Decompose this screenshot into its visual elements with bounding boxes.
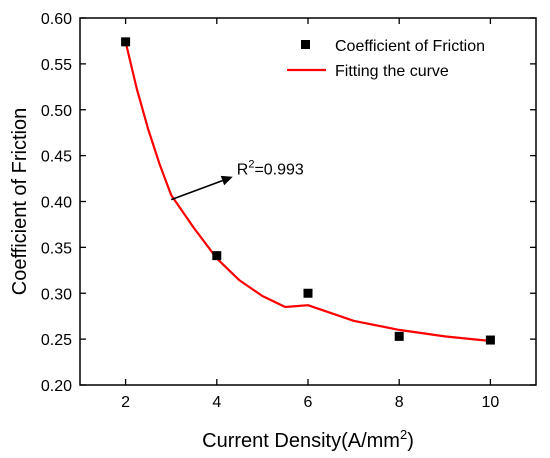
plot-frame xyxy=(79,17,537,386)
y-axis-title: Coefficient of Friction xyxy=(9,108,31,296)
x-tick-label: 10 xyxy=(482,394,500,411)
y-tick-label: 0.35 xyxy=(41,240,72,257)
data-point xyxy=(485,335,495,345)
y-tick-label: 0.50 xyxy=(41,103,72,120)
x-tick-label: 6 xyxy=(304,394,313,411)
legend: Coefficient of Friction Fitting the curv… xyxy=(287,38,485,80)
y-tick-label: 0.45 xyxy=(41,149,72,166)
annotation-arrow-head xyxy=(220,175,233,186)
y-tick-label: 0.20 xyxy=(41,378,72,395)
ticks-layer: 2 4 6 8 10 0.20 0.25 0.30 0.35 0.40 0.45 0.50 0.55 0.… xyxy=(41,11,536,411)
data-point xyxy=(394,331,404,341)
legend-marker-square xyxy=(301,40,310,49)
x-tick-label: 4 xyxy=(212,394,221,411)
axes-layer xyxy=(79,17,537,386)
legend-label-curve: Fitting the curve xyxy=(335,63,449,80)
data-point xyxy=(212,251,222,261)
x-axis-title-main: Current Density(A/mm xyxy=(202,430,400,452)
annotation-label-rest: =0.993 xyxy=(254,162,303,179)
annotation-label-sup: 2 xyxy=(248,159,254,171)
legend-label-scatter: Coefficient of Friction xyxy=(335,38,485,55)
x-axis-title: Current Density(A/mm2) xyxy=(202,427,414,452)
annotation-label: R2=0.993 xyxy=(237,159,304,179)
fit-curve-layer xyxy=(124,41,491,343)
r-squared-annotation: R2=0.993 xyxy=(170,159,304,201)
x-tick-label: 2 xyxy=(121,394,130,411)
data-point xyxy=(121,37,131,47)
x-axis-title-end: ) xyxy=(407,430,414,452)
y-tick-label: 0.40 xyxy=(41,195,72,212)
annotation-label-main: R xyxy=(237,162,249,179)
y-tick-label: 0.25 xyxy=(41,332,72,349)
annotation-arrow-line xyxy=(170,179,223,201)
y-tick-label: 0.30 xyxy=(41,286,72,303)
y-tick-label: 0.60 xyxy=(41,11,72,28)
data-point xyxy=(303,288,313,298)
x-axis-title-sup: 2 xyxy=(400,427,407,442)
y-tick-label: 0.55 xyxy=(41,57,72,74)
x-tick-label: 8 xyxy=(395,394,404,411)
scatter-points-layer xyxy=(121,37,495,345)
fit-curve-line xyxy=(124,41,491,343)
